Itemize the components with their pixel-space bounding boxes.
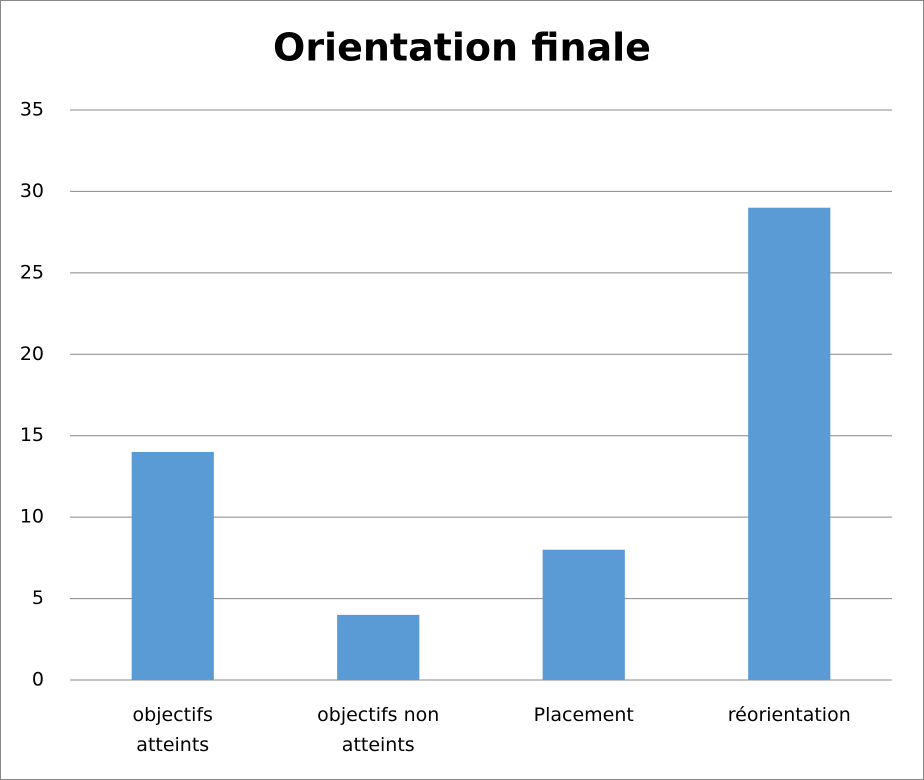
y-tick-label: 15 [20,424,44,446]
bar [542,549,625,680]
y-tick-label: 25 [20,261,44,283]
y-tick-label: 10 [20,506,44,528]
bar [748,207,831,680]
y-tick-label: 0 [32,669,44,691]
x-tick-label-box: réorientation [727,704,851,726]
x-tick-label-box: objectifs atteints [132,704,213,756]
x-tick-label: réorientation [727,704,851,726]
bar [131,452,214,680]
x-tick-label: objectifs atteints [132,704,213,756]
x-tick-label: objectifs non atteints [317,704,440,756]
y-tick-label: 20 [20,343,44,365]
x-tick-label: Placement [533,704,634,726]
chart-title: Orientation finale [273,26,651,70]
y-tick-label: 30 [20,180,44,202]
y-tick-label: 35 [20,99,44,121]
bar [337,614,420,680]
y-tick-label: 5 [32,587,44,609]
x-tick-label-box: objectifs non atteints [317,704,440,756]
x-tick-label-box: Placement [533,704,634,726]
